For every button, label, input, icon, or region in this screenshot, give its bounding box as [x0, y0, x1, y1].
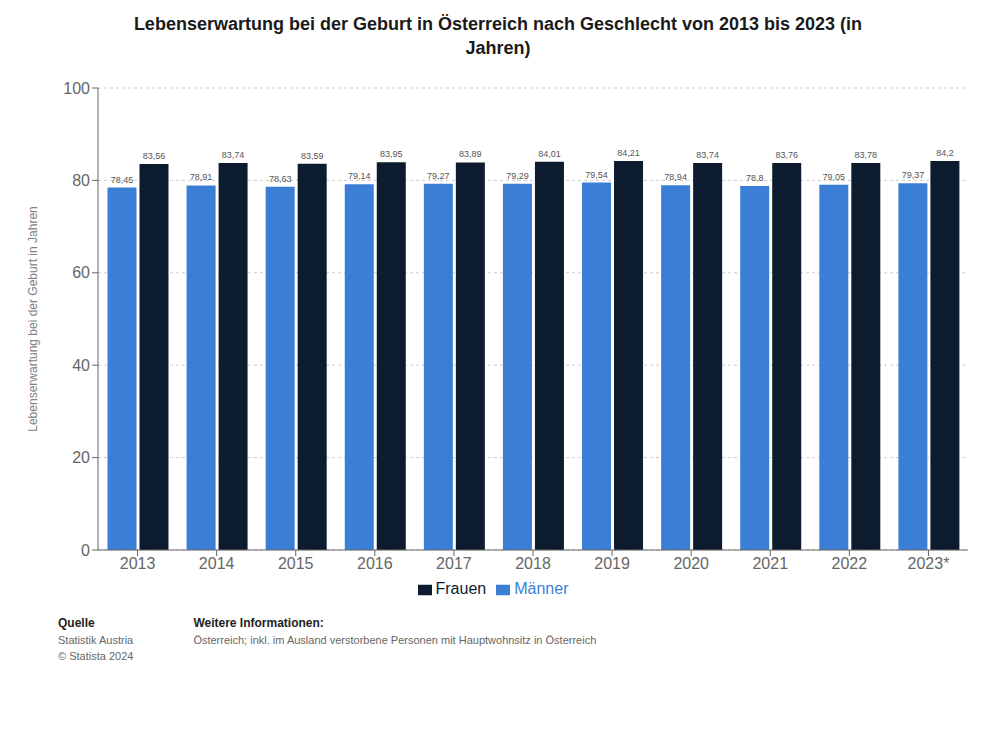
svg-text:2020: 2020 [673, 555, 709, 572]
svg-text:84,21: 84,21 [617, 148, 640, 158]
svg-text:84,01: 84,01 [538, 149, 561, 159]
svg-text:83,56: 83,56 [143, 151, 166, 161]
svg-text:60: 60 [72, 264, 90, 281]
html-text:Lebenserwartung bei der Geburt: Lebenserwartung bei der Geburt in Österr… [133, 14, 863, 34]
svg-text:2016: 2016 [357, 555, 393, 572]
svg-text:0: 0 [81, 542, 90, 559]
html-text:Jahren): Jahren) [465, 38, 531, 58]
svg-text:78,63: 78,63 [269, 174, 292, 184]
svg-text:2015: 2015 [278, 555, 314, 572]
svg-text:79,29: 79,29 [506, 171, 529, 181]
svg-text:78,45: 78,45 [111, 175, 134, 185]
svg-text:83,74: 83,74 [222, 150, 245, 160]
svg-text:2014: 2014 [199, 555, 235, 572]
svg-text:79,27: 79,27 [427, 171, 450, 181]
svg-text:78,8: 78,8 [746, 173, 764, 183]
html-text:Frauen: Frauen [435, 580, 487, 597]
svg-text:83,95: 83,95 [380, 149, 403, 159]
svg-text:79,54: 79,54 [585, 170, 608, 180]
svg-text:20: 20 [72, 449, 90, 466]
svg-text:2021: 2021 [752, 555, 788, 572]
svg-text:79,05: 79,05 [823, 172, 846, 182]
svg-text:2017: 2017 [436, 555, 472, 572]
svg-text:83,74: 83,74 [696, 150, 719, 160]
html-text:Weitere Informationen:: Weitere Informationen: [193, 616, 324, 630]
svg-text:2013: 2013 [120, 555, 156, 572]
html-text:Männer: Männer [514, 580, 569, 597]
svg-text:79,37: 79,37 [902, 170, 925, 180]
html-text:Österreich; inkl. im Ausland v: Österreich; inkl. im Ausland verstorbene… [193, 634, 597, 646]
svg-text:78,91: 78,91 [190, 172, 213, 182]
svg-text:78,94: 78,94 [664, 172, 687, 182]
html-text:Statistik Austria © Statista 2: Statistik Austria © Statista 2024 [58, 634, 134, 662]
svg-text:83,89: 83,89 [459, 149, 482, 159]
svg-text:2019: 2019 [594, 555, 630, 572]
svg-text:Lebenserwartung bei der Geburt: Lebenserwartung bei der Geburt in Jahren [26, 206, 40, 431]
svg-text:83,59: 83,59 [301, 151, 324, 161]
html-text:Quelle: Quelle [58, 616, 95, 630]
svg-text:2023*: 2023* [908, 555, 950, 572]
svg-text:79,14: 79,14 [348, 171, 371, 181]
svg-text:80: 80 [72, 172, 90, 189]
svg-text:83,78: 83,78 [855, 150, 878, 160]
svg-text:84,2: 84,2 [936, 148, 954, 158]
svg-text:2022: 2022 [832, 555, 868, 572]
svg-text:83,76: 83,76 [775, 150, 798, 160]
svg-text:100: 100 [63, 80, 90, 97]
svg-text:40: 40 [72, 357, 90, 374]
svg-text:2018: 2018 [515, 555, 551, 572]
